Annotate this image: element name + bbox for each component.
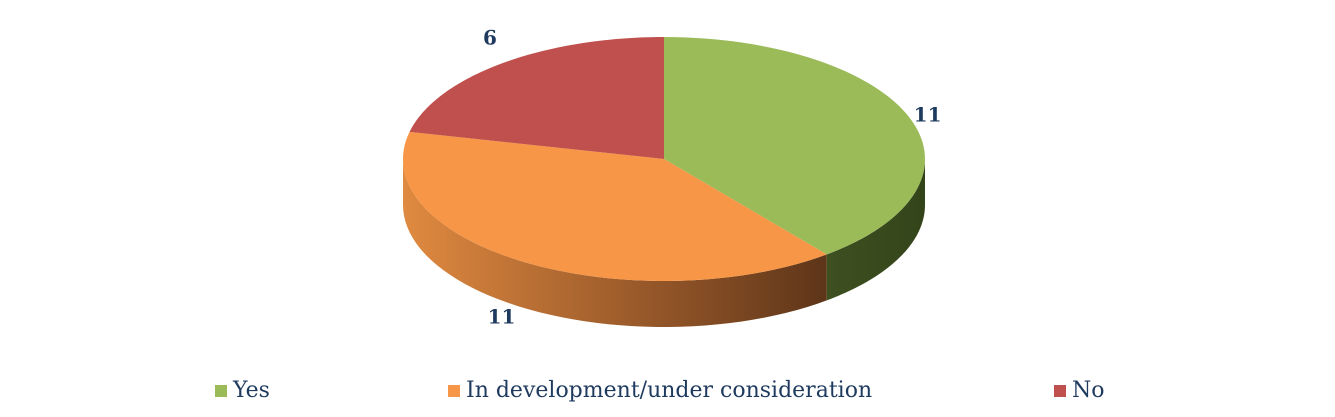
legend-label-yes: Yes xyxy=(233,378,270,403)
data-label-in-development: 11 xyxy=(488,304,516,328)
pie-side-yes xyxy=(826,159,925,301)
pie-side-in-development xyxy=(403,159,827,327)
legend-item-no: No xyxy=(1054,378,1105,403)
pie-slice-no xyxy=(409,37,664,159)
pie-slice-in-development xyxy=(403,131,827,281)
legend-swatch-no xyxy=(1054,384,1066,397)
legend-label-in-development: In development/under consideration xyxy=(466,378,873,403)
legend-swatch-in-development xyxy=(448,384,460,397)
data-label-yes: 11 xyxy=(914,102,942,126)
data-label-no: 6 xyxy=(483,25,497,49)
legend-item-in-development: In development/under consideration xyxy=(448,378,872,403)
legend-label-no: No xyxy=(1072,378,1105,403)
legend: Yes In development/under consideration N… xyxy=(0,378,1335,410)
pie-slice-yes xyxy=(664,37,925,255)
legend-swatch-yes xyxy=(215,384,227,397)
legend-item-yes: Yes xyxy=(215,378,270,403)
